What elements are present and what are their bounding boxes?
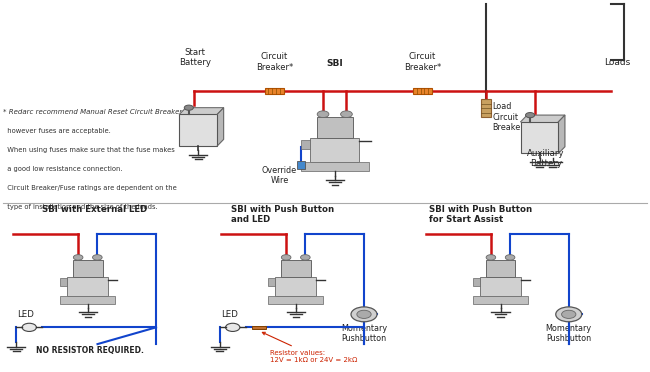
Text: Resistor values:
12V = 1kΩ or 24V = 2kΩ: Resistor values: 12V = 1kΩ or 24V = 2kΩ	[263, 332, 358, 363]
Text: Momentary
Pushbutton: Momentary Pushbutton	[546, 324, 592, 343]
Text: type of installation and the size of the loads.: type of installation and the size of the…	[3, 204, 158, 210]
Circle shape	[351, 307, 377, 322]
Bar	[486, 260, 515, 277]
Circle shape	[281, 255, 291, 260]
Bar	[521, 122, 558, 153]
Bar	[473, 278, 480, 286]
Bar	[480, 277, 521, 296]
Text: SBI with External LED: SBI with External LED	[42, 205, 148, 214]
Polygon shape	[558, 115, 565, 153]
Polygon shape	[521, 115, 565, 122]
Bar	[73, 260, 103, 277]
Bar	[265, 89, 284, 94]
Circle shape	[556, 307, 582, 322]
Text: Override
Wire: Override Wire	[262, 166, 297, 185]
Bar	[473, 296, 528, 304]
Text: Start
Battery: Start Battery	[179, 48, 211, 67]
Bar	[481, 99, 491, 117]
Text: Circuit
Breaker*: Circuit Breaker*	[255, 52, 293, 72]
Circle shape	[300, 255, 310, 260]
Polygon shape	[179, 108, 224, 114]
Bar	[317, 117, 353, 138]
Bar	[68, 277, 108, 296]
Circle shape	[341, 111, 352, 118]
Circle shape	[486, 255, 496, 260]
Bar	[301, 162, 369, 171]
Text: Momentary
Pushbutton: Momentary Pushbutton	[341, 324, 387, 343]
Bar	[268, 278, 276, 286]
Circle shape	[317, 111, 329, 118]
Bar	[413, 89, 432, 94]
Circle shape	[357, 310, 371, 318]
Text: LED: LED	[18, 310, 34, 319]
Text: NO RESISTOR REQUIRED.: NO RESISTOR REQUIRED.	[36, 346, 144, 355]
Text: Auxiliary
Battery: Auxiliary Battery	[527, 149, 565, 168]
Circle shape	[22, 323, 36, 331]
Text: Loads: Loads	[604, 58, 630, 67]
Circle shape	[185, 105, 194, 110]
Bar	[310, 138, 359, 162]
Text: When using fuses make sure that the fuse makes: When using fuses make sure that the fuse…	[3, 147, 175, 153]
Text: LED: LED	[221, 310, 238, 319]
Bar	[179, 114, 217, 146]
Circle shape	[73, 255, 83, 260]
Text: however fuses are acceptable.: however fuses are acceptable.	[3, 128, 111, 134]
Bar	[60, 296, 116, 304]
Text: a good low resistance connection.: a good low resistance connection.	[3, 166, 123, 172]
Bar	[301, 140, 310, 149]
Bar	[276, 277, 316, 296]
Bar	[268, 296, 324, 304]
Text: SBI with Push Button
and LED: SBI with Push Button and LED	[231, 205, 334, 224]
Circle shape	[562, 310, 576, 318]
Bar	[281, 260, 311, 277]
Text: * Redarc recommend Manual Reset Circuit Breakers: * Redarc recommend Manual Reset Circuit …	[3, 109, 186, 115]
Circle shape	[92, 255, 102, 260]
Circle shape	[526, 112, 534, 118]
Bar	[252, 326, 266, 329]
Circle shape	[505, 255, 515, 260]
Text: Circuit Breaker/Fuse ratings are dependent on the: Circuit Breaker/Fuse ratings are depende…	[3, 185, 177, 191]
Text: Circuit
Breaker*: Circuit Breaker*	[404, 52, 441, 72]
Text: SBI with Push Button
for Start Assist: SBI with Push Button for Start Assist	[429, 205, 532, 224]
Bar	[60, 278, 68, 286]
Circle shape	[226, 323, 240, 331]
Text: SBI: SBI	[326, 59, 343, 68]
Text: Load
Circuit
Breaker*: Load Circuit Breaker*	[493, 102, 528, 132]
Polygon shape	[217, 108, 224, 146]
Bar	[297, 161, 305, 169]
